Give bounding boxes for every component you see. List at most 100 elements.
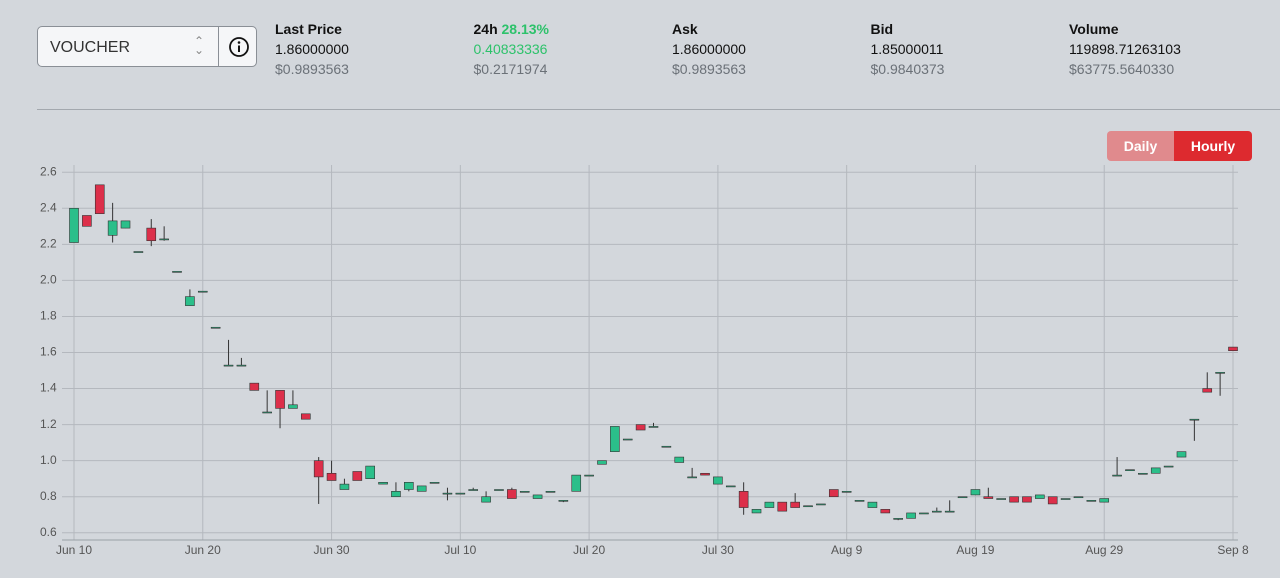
candle-body [275,390,285,409]
candle-body [919,512,929,515]
candle-body [828,489,839,498]
candle-body [1138,472,1148,475]
stat-label: Ask [672,19,746,39]
candle-body [1073,496,1084,499]
candle-body [648,426,659,428]
candle-body [133,251,144,253]
candle-body [1022,496,1032,503]
candle-body [185,296,195,306]
divider [37,109,1280,110]
y-tick-label: 1.4 [40,381,57,395]
stat-usd: $0.9893563 [275,61,349,77]
pair-name: VOUCHER [50,39,131,56]
stat-value: 0.40833336 [473,41,548,57]
y-tick-label: 2.6 [40,164,57,178]
info-button[interactable] [218,27,259,66]
x-tick-label: Aug 19 [956,543,994,557]
candle-body [249,382,260,391]
candle-body [429,482,440,484]
x-tick-label: Jun 20 [185,543,221,557]
y-tick-label: 2.2 [40,236,57,250]
x-tick-label: Jul 10 [444,543,476,557]
candle-body [893,518,903,520]
y-tick-label: 1.2 [40,417,57,431]
candle-body [120,220,131,229]
stat-label: Volume [1069,19,1181,39]
stat: Ask 1.86000000 $0.9893563 [672,19,746,79]
candle-body [751,509,762,514]
select-arrows: ⌃ ⌄ [194,34,205,57]
candle-body [1215,372,1225,374]
y-tick-label: 2.4 [40,200,57,214]
stat-value: 1.86000000 [275,41,349,57]
candle-body [532,494,543,499]
x-tick-label: Jun 10 [56,543,92,557]
candle-body [597,460,607,465]
stat-value: 119898.71263103 [1069,41,1181,57]
candle-body [365,465,375,480]
stat: Last Price 1.86000000 $0.9893563 [275,19,349,79]
stat-change: 28.13% [501,21,549,37]
candle-body [725,485,736,488]
x-tick-label: Jun 30 [314,543,350,557]
candle-body [674,456,685,463]
candle-body [816,503,826,506]
candle-body [236,364,247,367]
candle-body [378,482,388,485]
candle-body [1060,498,1071,500]
candle-body [661,445,672,448]
pair-select[interactable]: VOUCHER ⌃ ⌄ [37,26,257,67]
stat-label: Last Price [275,19,349,39]
candle-body [326,472,337,481]
y-tick-label: 1.6 [40,345,57,359]
candle-body [404,482,414,490]
stat-label-text: Ask [672,21,698,37]
x-tick-label: Aug 9 [831,543,863,557]
candle-body [172,271,182,273]
y-tick-label: 0.6 [40,525,57,539]
candle-body [867,501,878,508]
candle-body [803,505,813,508]
stat-label-text: 24h [473,21,498,37]
candle-body [610,426,620,452]
y-tick-label: 1.8 [40,309,57,323]
candle-body [880,509,891,514]
candle-body [262,411,272,414]
candle-body [1035,494,1045,499]
info-icon [229,37,249,57]
candle-body [687,476,697,479]
stat-label: Bid [871,19,945,39]
stat: Volume 119898.71263103 $63775.5640330 [1069,19,1181,79]
candle-body [455,492,466,495]
candle-body [1047,496,1058,505]
candle-body [957,496,968,499]
candle-body [944,510,955,513]
candle-body [288,404,298,409]
candle-body [854,500,865,502]
candle-body [635,424,646,431]
candle-body [210,326,221,329]
stat-label-text: Last Price [275,21,342,37]
daily-button[interactable]: Daily [1107,131,1174,161]
candle-body [1112,474,1122,477]
candle-body [468,489,479,491]
candle-body [558,500,569,502]
stat-label-text: Bid [870,21,894,37]
candle-body [738,491,749,508]
candle-body [777,501,788,512]
stat-usd: $63775.5640330 [1069,61,1175,77]
candle-body [69,207,79,243]
stat-value: 1.85000011 [870,41,944,57]
candle-body [159,238,169,241]
candle-body [1189,418,1200,421]
candle-body [107,220,118,236]
candle-body [197,290,208,293]
stat-usd: $0.2171974 [473,61,548,77]
candle-body [1163,465,1174,468]
candle-body [507,489,517,499]
candle-body [300,413,311,420]
x-tick-label: Jul 30 [702,543,734,557]
hourly-button[interactable]: Hourly [1174,131,1252,161]
y-tick-label: 0.8 [40,489,57,503]
